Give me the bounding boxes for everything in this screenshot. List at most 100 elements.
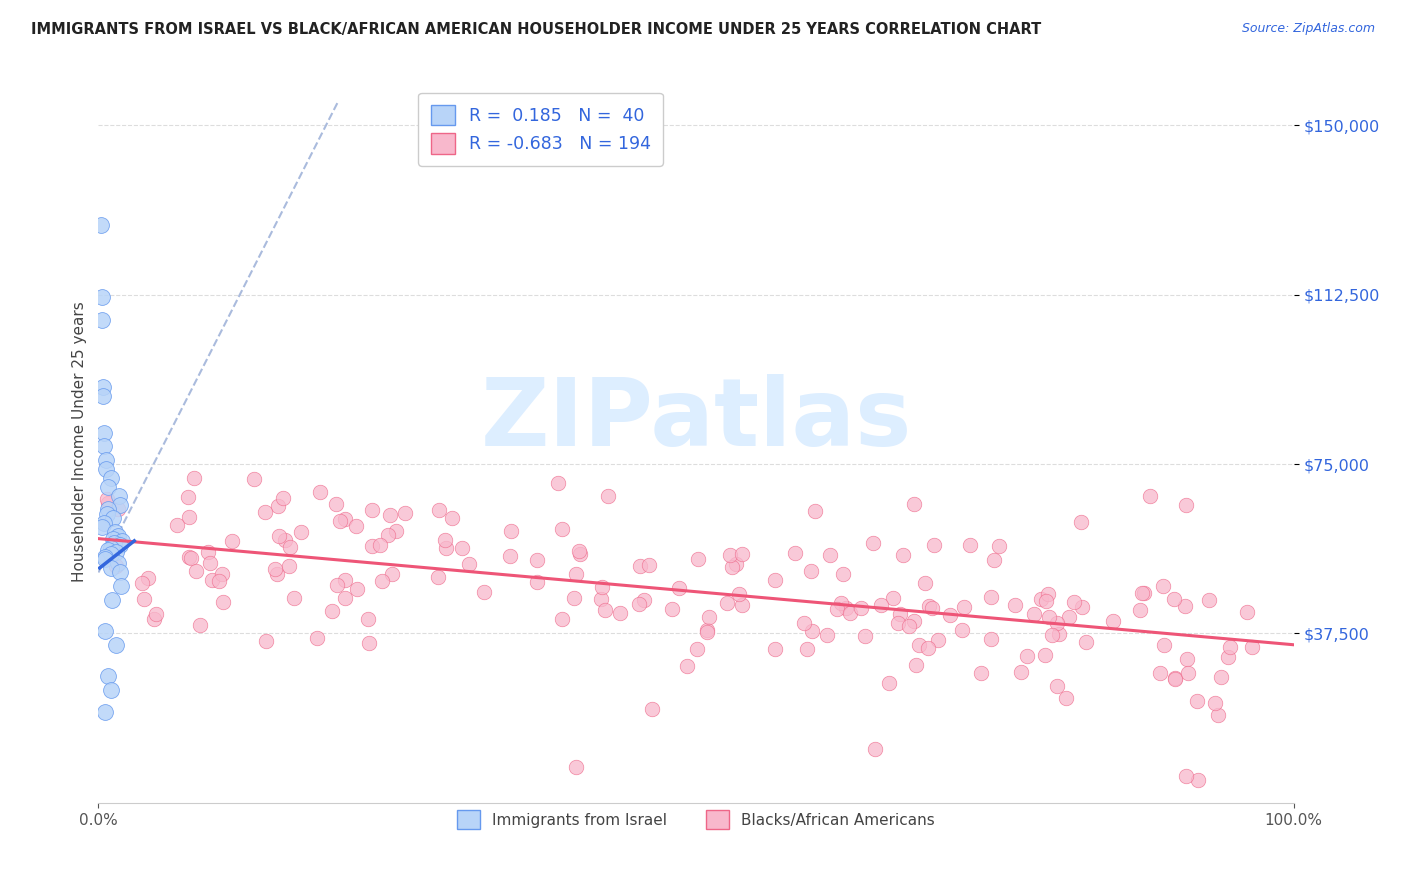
Point bbox=[394, 506, 416, 520]
Point bbox=[953, 600, 976, 615]
Point bbox=[1031, 591, 1053, 606]
Point bbox=[107, 529, 129, 543]
Point bbox=[142, 612, 165, 626]
Point bbox=[889, 607, 911, 622]
Point bbox=[145, 607, 167, 622]
Point bbox=[1187, 773, 1209, 788]
Point bbox=[333, 591, 356, 605]
Point bbox=[1175, 498, 1198, 512]
Point bbox=[799, 564, 821, 578]
Point bbox=[108, 538, 131, 552]
Point bbox=[472, 585, 495, 599]
Point bbox=[830, 596, 852, 610]
Point bbox=[1033, 648, 1056, 663]
Point bbox=[980, 591, 1002, 605]
Point bbox=[271, 491, 294, 505]
Point bbox=[1129, 602, 1152, 616]
Point bbox=[267, 500, 290, 514]
Point bbox=[93, 425, 115, 440]
Point bbox=[628, 558, 651, 573]
Point bbox=[208, 574, 231, 589]
Point bbox=[903, 497, 925, 511]
Point bbox=[1149, 665, 1171, 680]
Point bbox=[696, 623, 718, 637]
Text: ZIPatlas: ZIPatlas bbox=[481, 374, 911, 466]
Point bbox=[101, 532, 124, 546]
Point bbox=[825, 602, 848, 616]
Point bbox=[93, 439, 115, 453]
Point bbox=[898, 619, 921, 633]
Point bbox=[849, 601, 872, 615]
Point bbox=[686, 552, 709, 566]
Point bbox=[1175, 769, 1198, 783]
Point bbox=[815, 628, 838, 642]
Point bbox=[1216, 649, 1239, 664]
Point bbox=[434, 533, 457, 548]
Point bbox=[308, 485, 330, 500]
Point bbox=[609, 606, 631, 620]
Point bbox=[569, 547, 592, 561]
Point bbox=[104, 638, 127, 652]
Point bbox=[891, 548, 914, 562]
Point bbox=[201, 574, 224, 588]
Point bbox=[1059, 610, 1081, 624]
Point bbox=[1015, 648, 1038, 663]
Point bbox=[877, 676, 900, 690]
Point bbox=[100, 592, 122, 607]
Point bbox=[804, 504, 827, 518]
Point bbox=[96, 496, 118, 510]
Point bbox=[177, 509, 200, 524]
Point bbox=[305, 631, 328, 645]
Y-axis label: Householder Income Under 25 years: Householder Income Under 25 years bbox=[72, 301, 87, 582]
Point bbox=[668, 581, 690, 595]
Point bbox=[274, 533, 297, 548]
Point bbox=[728, 587, 751, 601]
Point bbox=[131, 576, 153, 591]
Point bbox=[565, 760, 588, 774]
Point bbox=[96, 492, 118, 507]
Point bbox=[110, 579, 132, 593]
Point bbox=[104, 545, 127, 559]
Point bbox=[104, 558, 127, 573]
Point bbox=[381, 566, 404, 581]
Point bbox=[188, 618, 211, 632]
Point bbox=[831, 567, 853, 582]
Point bbox=[568, 544, 591, 558]
Point bbox=[970, 666, 993, 681]
Point bbox=[91, 312, 114, 326]
Point bbox=[91, 520, 114, 534]
Point bbox=[344, 519, 367, 533]
Point bbox=[264, 562, 287, 576]
Point bbox=[333, 512, 356, 526]
Point bbox=[1040, 627, 1063, 641]
Point bbox=[108, 489, 131, 503]
Point bbox=[983, 553, 1005, 567]
Point bbox=[211, 566, 233, 581]
Point bbox=[93, 516, 115, 530]
Point bbox=[1133, 586, 1156, 600]
Point bbox=[110, 498, 132, 512]
Point bbox=[1175, 651, 1198, 665]
Point bbox=[198, 557, 221, 571]
Point bbox=[321, 605, 343, 619]
Point bbox=[1070, 516, 1092, 530]
Point bbox=[1035, 594, 1057, 608]
Point bbox=[724, 558, 747, 572]
Point bbox=[267, 528, 290, 542]
Point bbox=[565, 567, 588, 582]
Point bbox=[1153, 639, 1175, 653]
Point bbox=[107, 502, 129, 516]
Point bbox=[1010, 665, 1032, 680]
Point bbox=[1174, 599, 1197, 614]
Point bbox=[96, 507, 118, 521]
Point bbox=[763, 642, 786, 657]
Point bbox=[136, 571, 159, 585]
Point bbox=[359, 636, 381, 650]
Point bbox=[94, 552, 117, 566]
Point bbox=[887, 616, 910, 631]
Point bbox=[458, 557, 481, 571]
Point bbox=[450, 541, 472, 556]
Point bbox=[1185, 694, 1208, 708]
Point bbox=[91, 380, 114, 394]
Point bbox=[907, 638, 929, 652]
